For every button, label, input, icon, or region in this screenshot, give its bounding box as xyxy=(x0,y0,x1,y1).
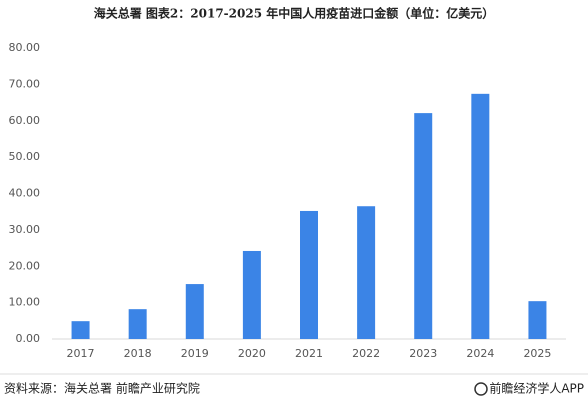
y-tick-label: 80.00 xyxy=(9,41,41,54)
bar xyxy=(242,250,261,339)
x-tick-label: 2022 xyxy=(352,347,380,360)
brand-logo xyxy=(474,382,488,396)
bar xyxy=(414,113,433,339)
chart-title: 海关总署 图表2：2017-2025 年中国人用疫苗进口金额（单位：亿美元） xyxy=(94,6,495,21)
y-tick-label: 20.00 xyxy=(9,259,41,272)
y-tick-label: 40.00 xyxy=(9,187,41,200)
bar xyxy=(128,309,147,339)
bar xyxy=(528,301,547,339)
bar xyxy=(300,210,318,339)
source-note: 资料来源：海关总署 前瞻产业研究院 xyxy=(4,381,200,396)
y-tick-label: 70.00 xyxy=(9,77,41,90)
y-tick-label: 50.00 xyxy=(9,150,41,163)
x-tick-label: 2023 xyxy=(409,347,437,360)
y-tick-label: 30.00 xyxy=(9,223,41,236)
bar xyxy=(357,206,376,339)
x-tick-label: 2025 xyxy=(523,347,551,360)
y-tick-label: 60.00 xyxy=(9,114,41,127)
x-tick-label: 2020 xyxy=(238,347,266,360)
x-tick-label: 2018 xyxy=(124,347,152,360)
bar xyxy=(185,284,204,339)
x-tick-label: 2024 xyxy=(466,347,494,360)
x-tick-label: 2021 xyxy=(295,347,323,360)
bar xyxy=(471,93,490,340)
bar xyxy=(71,321,90,339)
y-tick-label: 0.00 xyxy=(16,332,41,345)
brand-name: 前瞻经济学人APP xyxy=(489,381,584,396)
x-tick-label: 2017 xyxy=(67,347,95,360)
x-tick-label: 2019 xyxy=(181,347,209,360)
y-tick-label: 10.00 xyxy=(9,296,41,309)
